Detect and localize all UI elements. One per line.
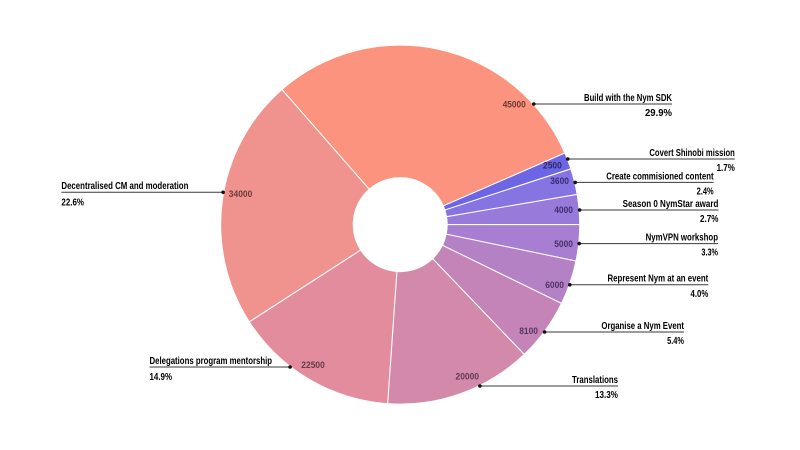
svg-text:2500: 2500 [543, 160, 562, 170]
svg-text:5.4%: 5.4% [667, 336, 684, 347]
svg-text:22500: 22500 [301, 360, 325, 370]
svg-text:6000: 6000 [545, 280, 564, 290]
svg-text:2.4%: 2.4% [697, 186, 714, 197]
svg-text:Create commisioned content: Create commisioned content [606, 171, 714, 182]
svg-text:29.9%: 29.9% [645, 108, 672, 119]
svg-text:45000: 45000 [503, 100, 526, 110]
svg-text:Covert Shinobi mission: Covert Shinobi mission [649, 148, 734, 159]
svg-text:34000: 34000 [229, 189, 253, 199]
svg-text:Season 0 NymStar award: Season 0 NymStar award [623, 199, 719, 210]
svg-text:NymVPN workshop: NymVPN workshop [646, 233, 718, 244]
svg-text:Represent Nym at an event: Represent Nym at an event [608, 274, 709, 285]
svg-text:14.9%: 14.9% [150, 372, 173, 383]
svg-text:Delegations program mentorship: Delegations program mentorship [150, 356, 273, 367]
svg-text:4000: 4000 [554, 205, 573, 215]
svg-text:3.3%: 3.3% [701, 248, 718, 259]
svg-text:4.0%: 4.0% [691, 289, 709, 300]
svg-text:13.3%: 13.3% [595, 390, 618, 401]
svg-text:8100: 8100 [519, 326, 538, 336]
svg-text:20000: 20000 [456, 371, 480, 381]
svg-text:Build with the Nym SDK: Build with the Nym SDK [584, 93, 673, 104]
svg-text:1.7%: 1.7% [717, 163, 735, 174]
svg-text:Organise a Nym Event: Organise a Nym Event [601, 321, 684, 332]
svg-text:2.7%: 2.7% [700, 214, 718, 225]
svg-text:3600: 3600 [550, 176, 569, 186]
svg-text:Decentralised CM and moderatio: Decentralised CM and moderation [61, 181, 188, 192]
svg-text:5000: 5000 [554, 239, 573, 249]
svg-text:22.6%: 22.6% [61, 197, 84, 208]
svg-text:Translations: Translations [572, 375, 618, 386]
